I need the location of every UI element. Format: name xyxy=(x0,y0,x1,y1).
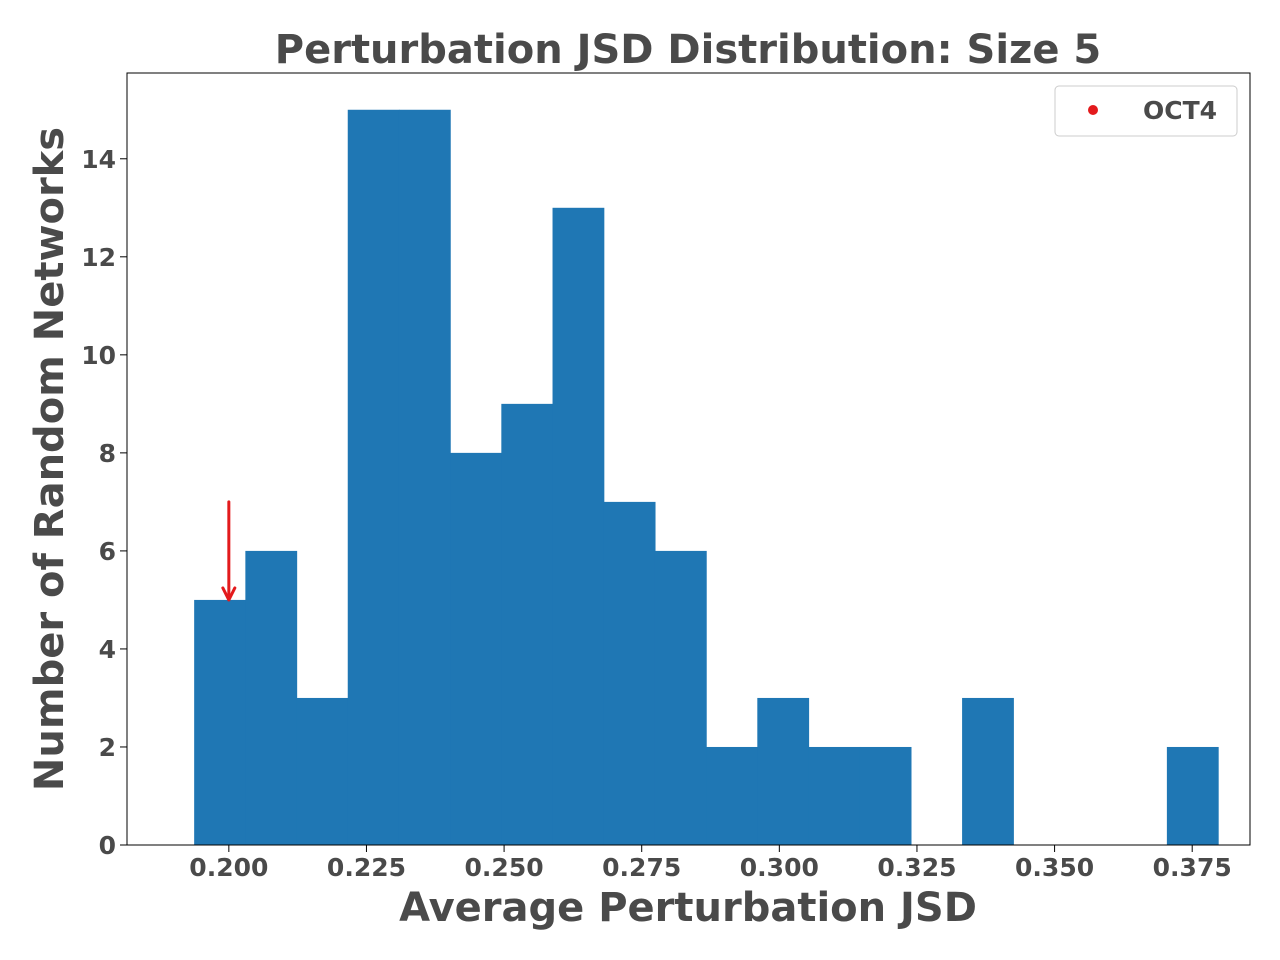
histogram-bar-12 xyxy=(808,746,861,845)
legend-box xyxy=(1054,85,1238,137)
bars-group xyxy=(194,109,1219,846)
histogram-bar-19 xyxy=(1166,746,1219,845)
histogram-bar-4 xyxy=(398,109,451,845)
y-tick-label: 8 xyxy=(99,439,116,468)
y-axis-ticks: 0 2 4 6 8 10 12 14 xyxy=(81,145,127,860)
histogram-bar-7 xyxy=(552,207,605,846)
histogram-bar-13 xyxy=(859,746,912,845)
y-tick-label: 4 xyxy=(99,635,116,664)
x-axis-label: Average Perturbation JSD xyxy=(399,885,977,931)
histogram-bar-0 xyxy=(194,599,246,845)
x-tick-label: 0.300 xyxy=(740,853,819,882)
histogram-bar-3 xyxy=(347,109,400,845)
x-tick-label: 0.225 xyxy=(327,853,406,882)
x-tick-label: 0.325 xyxy=(877,853,956,882)
histogram-bar-8 xyxy=(603,501,656,845)
histogram-bar-5 xyxy=(450,452,502,845)
legend-marker-dot xyxy=(1088,105,1098,115)
y-tick-label: 2 xyxy=(99,733,116,762)
histogram-bar-1 xyxy=(245,550,298,845)
y-tick-label: 10 xyxy=(81,341,116,370)
x-tick-label: 0.275 xyxy=(602,853,681,882)
y-tick-label: 14 xyxy=(81,145,116,174)
histogram-bar-2 xyxy=(296,697,349,845)
histogram-bar-11 xyxy=(757,697,810,845)
x-tick-label: 0.375 xyxy=(1153,853,1232,882)
chart-title: Perturbation JSD Distribution: Size 5 xyxy=(275,27,1101,73)
x-tick-label: 0.250 xyxy=(465,853,544,882)
histogram-bar-6 xyxy=(501,403,554,845)
histogram-bar-9 xyxy=(654,550,707,845)
y-axis-label: Number of Random Networks xyxy=(27,127,73,791)
histogram-bar-15 xyxy=(962,697,1014,845)
y-tick-label: 6 xyxy=(99,537,116,566)
oct4-arrow-head xyxy=(221,586,237,602)
y-tick-label: 0 xyxy=(99,831,116,860)
x-axis-ticks: 0.200 0.225 0.250 0.275 0.300 0.325 0.350 0.375 xyxy=(189,845,1232,882)
legend: OCT4 xyxy=(1054,85,1238,137)
x-tick-label: 0.350 xyxy=(1015,853,1094,882)
y-tick-label: 12 xyxy=(81,243,116,272)
oct4-marker-group xyxy=(221,500,237,602)
x-tick-label: 0.200 xyxy=(189,853,268,882)
histogram-bar-10 xyxy=(706,746,758,845)
legend-label-oct4: OCT4 xyxy=(1143,96,1217,125)
plot-frame xyxy=(126,72,1251,846)
